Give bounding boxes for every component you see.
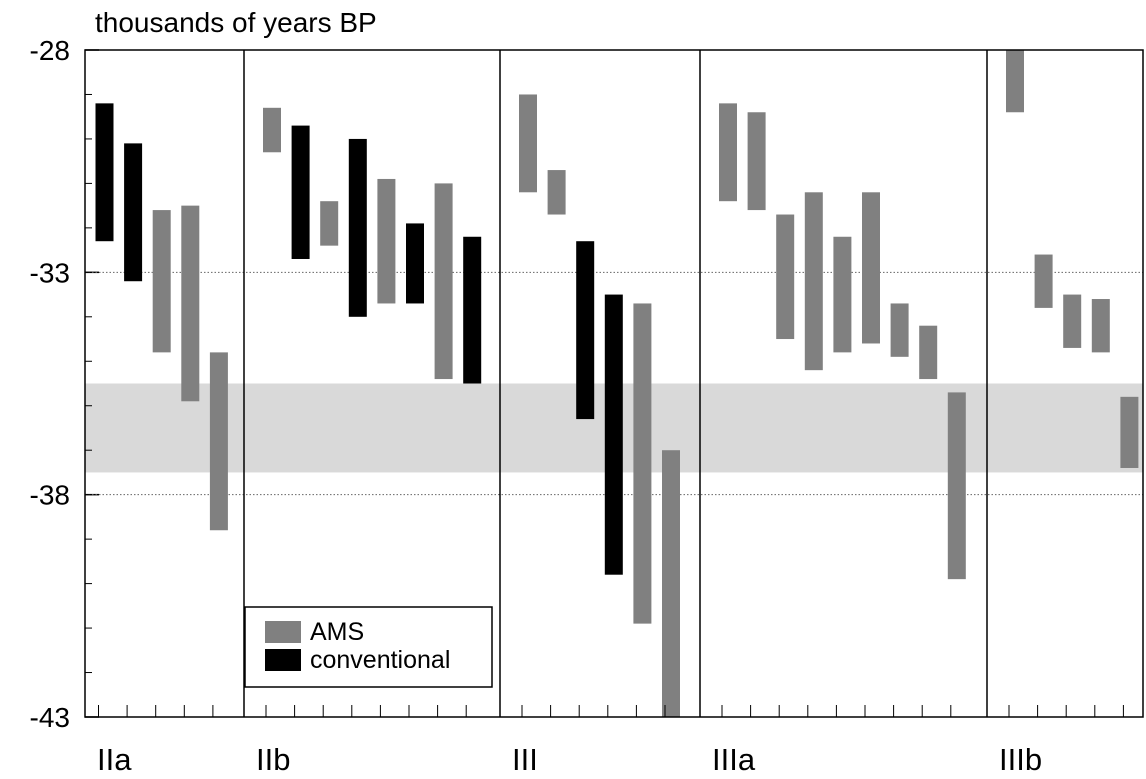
range-bar — [348, 138, 367, 317]
range-bar — [833, 236, 852, 353]
y-tick-label: -33 — [30, 257, 70, 288]
legend-swatch — [265, 649, 301, 671]
group-label: IIIb — [999, 742, 1042, 777]
group-label: IIb — [256, 742, 290, 777]
range-bar — [1006, 50, 1024, 113]
range-bar — [776, 214, 795, 340]
range-bar — [547, 170, 566, 215]
range-bar — [633, 303, 652, 624]
range-bar — [95, 103, 114, 242]
range-bar — [1120, 396, 1139, 468]
range-bar — [1034, 254, 1053, 308]
range-bar — [719, 103, 737, 202]
range-bar — [747, 112, 766, 211]
range-bar — [804, 192, 823, 371]
range-bar — [947, 392, 966, 580]
range-bar — [181, 205, 200, 402]
range-bar — [890, 303, 909, 357]
range-bar — [919, 325, 938, 380]
range-bar — [1063, 294, 1082, 348]
group-label: IIIa — [712, 742, 756, 777]
plot-frame — [84, 49, 1144, 718]
range-bar — [519, 94, 537, 193]
range-bar — [862, 192, 880, 344]
range-bar — [463, 236, 482, 384]
group-label: IIa — [97, 742, 132, 777]
group-label: III — [512, 742, 538, 777]
legend-box — [244, 606, 493, 688]
range-bar — [263, 107, 281, 153]
range-bar — [209, 352, 228, 531]
range-bar — [662, 450, 680, 717]
range-bar — [291, 125, 310, 259]
range-bar — [320, 201, 339, 246]
legend-swatch — [265, 621, 301, 643]
y-tick-label: -28 — [30, 35, 70, 66]
range-bar — [576, 241, 595, 420]
range-bar — [124, 143, 143, 282]
legend-label: AMS — [310, 618, 364, 646]
range-bar — [406, 223, 424, 304]
range-bar — [604, 294, 623, 575]
legend-label: conventional — [310, 646, 450, 674]
y-tick-label: -43 — [30, 702, 70, 733]
range-bar — [1091, 299, 1110, 353]
y-axis-label: thousands of years BP — [95, 7, 377, 38]
range-bar — [152, 210, 171, 353]
y-tick-label: -38 — [30, 480, 70, 511]
range-bar — [434, 183, 453, 380]
range-bar — [377, 178, 396, 304]
